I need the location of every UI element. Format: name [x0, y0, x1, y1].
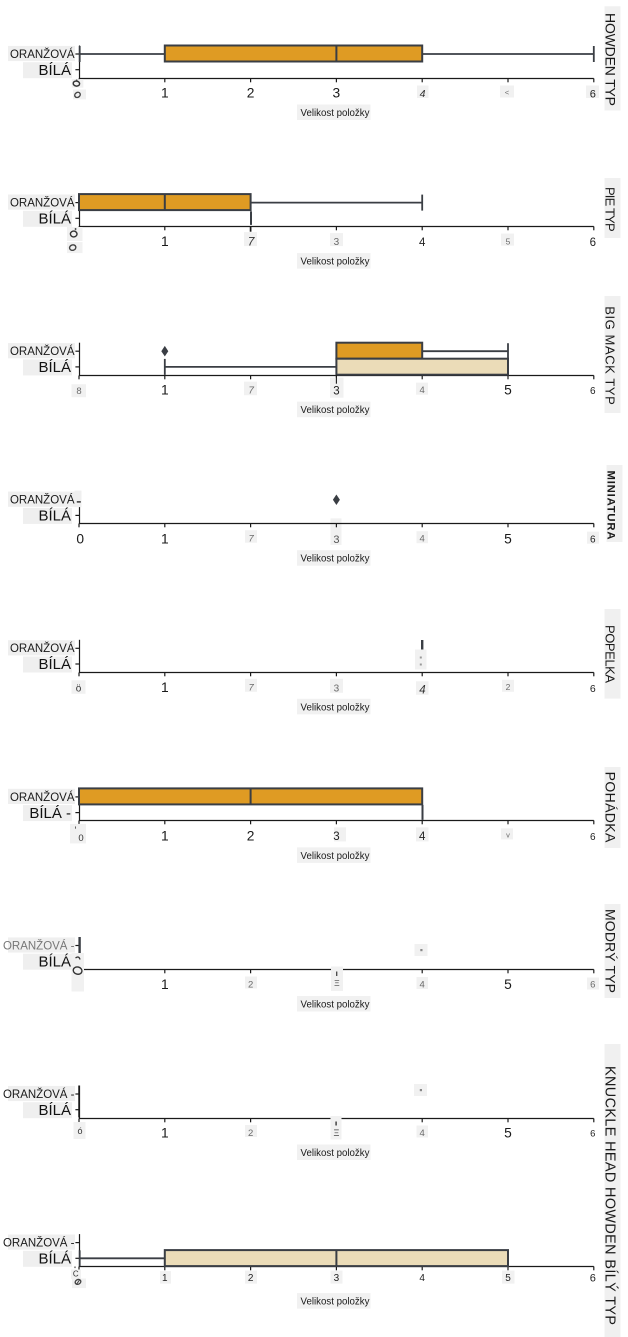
svg-text:3: 3	[333, 86, 341, 101]
svg-text:<: <	[505, 88, 510, 97]
svg-text:1: 1	[161, 383, 169, 398]
svg-text:1: 1	[161, 234, 169, 249]
svg-text:0: 0	[78, 833, 83, 844]
svg-text:POHÁDKA: POHÁDKA	[603, 772, 619, 843]
svg-text:ó: ó	[77, 1126, 82, 1136]
svg-text:BIG MACK TYP: BIG MACK TYP	[603, 306, 618, 405]
svg-text:Velikost položky: Velikost položky	[301, 1297, 370, 1308]
svg-text:4: 4	[420, 534, 425, 545]
svg-text:ORANŽOVÁ -: ORANŽOVÁ -	[3, 1088, 75, 1101]
svg-text:5: 5	[504, 1126, 512, 1141]
svg-text:ORANŽOVÁ: ORANŽOVÁ	[10, 345, 75, 358]
svg-text:1: 1	[161, 977, 169, 992]
svg-text:BÍLÁ -: BÍLÁ -	[29, 805, 71, 822]
svg-text:HOWDEN TYP: HOWDEN TYP	[603, 13, 619, 106]
svg-text:3: 3	[334, 683, 340, 694]
svg-text:5: 5	[506, 237, 511, 247]
svg-text:BÍLÁ: BÍLÁ	[38, 1251, 71, 1268]
svg-text:2: 2	[247, 86, 255, 101]
svg-text:1: 1	[161, 680, 169, 695]
svg-text:Velikost položky: Velikost položky	[301, 554, 370, 565]
svg-text:Ξ: Ξ	[334, 978, 340, 988]
svg-text:ORANŽOVÁ -: ORANŽOVÁ -	[3, 1237, 75, 1250]
svg-text:ORANŽOVÁ: ORANŽOVÁ	[10, 642, 75, 655]
svg-text:1: 1	[161, 1126, 169, 1141]
svg-text:0: 0	[76, 532, 84, 547]
svg-text:5: 5	[504, 977, 512, 992]
svg-text:C: C	[73, 1270, 79, 1279]
svg-text:6: 6	[590, 683, 596, 695]
svg-text:2: 2	[506, 682, 511, 692]
svg-text:5: 5	[504, 383, 512, 398]
svg-text:2: 2	[248, 1128, 253, 1139]
svg-text:6: 6	[590, 980, 595, 991]
svg-text:7: 7	[248, 682, 254, 693]
svg-text:4: 4	[419, 1273, 425, 1284]
svg-text:MODRÝ TYP: MODRÝ TYP	[603, 909, 619, 993]
svg-text:8: 8	[76, 386, 81, 397]
svg-text:4: 4	[419, 831, 426, 843]
svg-text:BÍLÁ: BÍLÁ	[38, 656, 71, 673]
svg-text:1: 1	[161, 86, 169, 101]
svg-text:4: 4	[419, 237, 426, 249]
svg-text:ORANŽOVÁ -: ORANŽOVÁ -	[3, 939, 75, 952]
svg-text:6: 6	[590, 89, 596, 101]
svg-text:2: 2	[248, 980, 253, 991]
svg-text:Velikost položky: Velikost položky	[301, 851, 370, 862]
svg-text:2: 2	[247, 828, 255, 843]
svg-text:2: 2	[248, 1273, 254, 1284]
svg-text:4: 4	[420, 88, 426, 100]
svg-text:BÍLÁ: BÍLÁ	[38, 211, 71, 228]
svg-text:Ξ: Ξ	[333, 1128, 339, 1138]
svg-text:Velikost položky: Velikost položky	[301, 1148, 370, 1159]
svg-text:7: 7	[248, 534, 254, 545]
svg-text:ORANŽOVÁ: ORANŽOVÁ	[10, 791, 75, 804]
svg-text:7: 7	[248, 386, 254, 397]
svg-text:v: v	[506, 830, 510, 839]
svg-text:PIE TYP: PIE TYP	[603, 187, 618, 232]
svg-text:ORANŽOVÁ: ORANŽOVÁ	[10, 197, 75, 210]
svg-text:3: 3	[333, 831, 339, 843]
svg-text:6: 6	[590, 535, 596, 546]
svg-text:6: 6	[590, 237, 596, 249]
svg-text:4: 4	[420, 1128, 425, 1139]
svg-text:BÍLÁ: BÍLÁ	[38, 62, 71, 79]
svg-text:KNUCKLE HEAD HOWDEN BÍLÝ TYP: KNUCKLE HEAD HOWDEN BÍLÝ TYP	[602, 1066, 619, 1325]
svg-text:Velikost položky: Velikost položky	[301, 108, 370, 119]
svg-text:6: 6	[590, 1273, 596, 1285]
svg-text:1: 1	[161, 828, 169, 843]
svg-text:3: 3	[333, 534, 339, 546]
svg-text:Velikost položky: Velikost položky	[301, 405, 370, 416]
svg-text:POPELKA: POPELKA	[603, 625, 618, 683]
svg-text:5: 5	[505, 1273, 511, 1284]
svg-text:Velikost položky: Velikost položky	[301, 257, 370, 268]
svg-text:7: 7	[248, 235, 256, 249]
svg-text:BÍLÁ: BÍLÁ	[38, 359, 71, 376]
svg-text:1: 1	[162, 1273, 168, 1284]
svg-text:BÍLÁ: BÍLÁ	[38, 953, 71, 970]
svg-text:1: 1	[161, 532, 169, 547]
svg-text:4: 4	[420, 980, 425, 991]
svg-text:4: 4	[419, 684, 425, 696]
svg-text:ORANŽOVÁ: ORANŽOVÁ	[10, 494, 75, 507]
svg-text:ORANŽOVÁ: ORANŽOVÁ	[10, 48, 75, 61]
svg-text:3: 3	[333, 386, 339, 398]
svg-text:MINIATURA: MINIATURA	[605, 471, 617, 540]
svg-text:': '	[75, 825, 77, 836]
svg-text:ö: ö	[76, 683, 82, 694]
svg-text:5: 5	[504, 532, 512, 547]
svg-text:6: 6	[590, 1129, 595, 1140]
svg-text:BÍLÁ: BÍLÁ	[38, 1102, 71, 1119]
svg-text:BÍLÁ: BÍLÁ	[38, 508, 71, 525]
svg-text:Velikost položky: Velikost položky	[301, 702, 370, 713]
svg-text:3: 3	[334, 237, 340, 248]
svg-text:6: 6	[590, 832, 596, 843]
svg-text:6: 6	[590, 386, 596, 397]
svg-text:Velikost položky: Velikost položky	[301, 1000, 370, 1011]
svg-text:3: 3	[334, 1273, 340, 1284]
svg-text:4: 4	[420, 385, 425, 396]
